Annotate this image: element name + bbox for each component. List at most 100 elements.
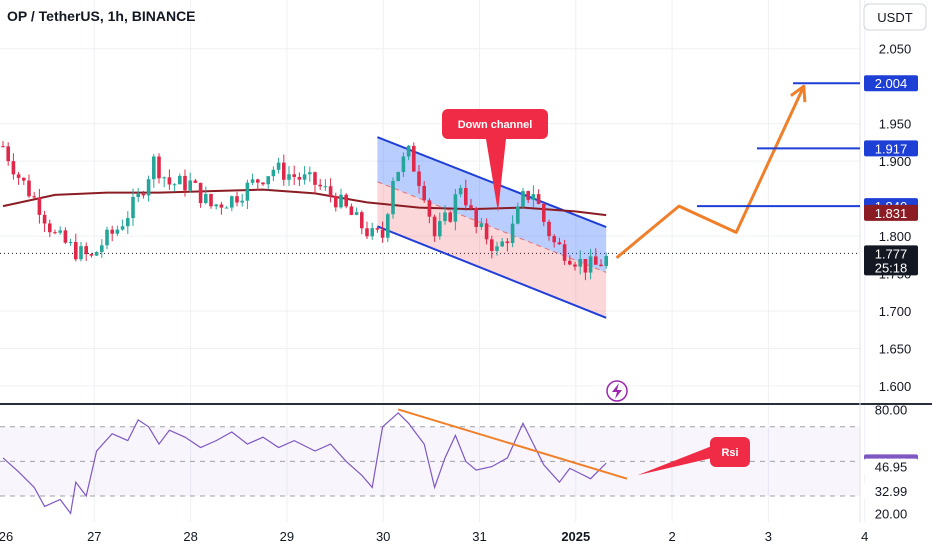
price-tick-label: 2.050 xyxy=(879,42,912,57)
down-channel-label: Down channel xyxy=(458,119,533,131)
symbol-title: OP / TetherUS, 1h, BINANCE xyxy=(7,8,196,24)
candle-body xyxy=(547,221,551,237)
candle-body xyxy=(474,207,478,227)
chart-grid xyxy=(0,0,932,522)
candle-body xyxy=(48,223,52,233)
candle-body xyxy=(63,230,68,243)
candle-body xyxy=(370,228,374,237)
candle-body xyxy=(599,264,603,267)
lightning-icon[interactable] xyxy=(606,380,628,402)
candle-body xyxy=(287,174,291,180)
candle-body xyxy=(178,175,182,185)
projection-arrowhead xyxy=(790,84,807,103)
currency-button[interactable]: USDT xyxy=(863,3,927,31)
candle-body xyxy=(365,228,369,237)
candle-body xyxy=(386,214,390,238)
candle-body xyxy=(6,146,10,162)
level-badge-label: 2.004 xyxy=(875,76,908,91)
candle-body xyxy=(162,177,166,179)
candle-body xyxy=(16,174,21,178)
candle-body xyxy=(167,177,172,185)
candle-body xyxy=(500,241,504,247)
candle-body xyxy=(79,246,83,260)
candle-body xyxy=(146,179,151,196)
rsi-badge: 46.95 xyxy=(864,458,918,475)
rsi-label: Rsi xyxy=(721,447,738,459)
candle-body xyxy=(521,191,525,207)
price-tick-label: 1.650 xyxy=(879,342,912,357)
level-badge-bg xyxy=(864,204,918,221)
candle-body xyxy=(58,230,62,233)
channel-lower-line xyxy=(377,225,607,319)
candle-body xyxy=(22,177,26,181)
candle-body xyxy=(240,200,244,203)
candle-body xyxy=(68,242,73,244)
candle-body xyxy=(214,204,218,207)
candle-body xyxy=(84,246,88,255)
candle-body xyxy=(578,259,582,267)
level-badge: 2.004 xyxy=(864,75,918,92)
candle-body xyxy=(250,179,255,183)
countdown-label: 25:18 xyxy=(875,260,908,275)
candle-body xyxy=(349,206,354,215)
time-axis[interactable]: 26 27 28 29 30 31 2025 2 3 4 xyxy=(0,529,868,544)
lightning-icon-bolt xyxy=(612,383,622,399)
level-badge: 1.831 xyxy=(864,204,918,221)
candle-body xyxy=(37,197,42,215)
candle-body xyxy=(422,185,426,201)
candle-body xyxy=(141,193,146,196)
time-tick-label: 2 xyxy=(668,529,675,544)
candle-body xyxy=(188,180,192,191)
candle-body xyxy=(266,176,270,185)
candle-body xyxy=(360,212,364,229)
candle-body xyxy=(552,236,556,243)
rsi-tick-label: 80.00 xyxy=(875,402,908,417)
price-axis[interactable]: 2.0501.9501.9001.8001.7001.6501.6001.750… xyxy=(697,42,918,522)
candle-body xyxy=(110,229,114,234)
candle-body xyxy=(438,221,442,237)
candle-body xyxy=(531,194,536,200)
candle-body xyxy=(53,232,57,234)
candle-body xyxy=(495,246,499,251)
currency-label: USDT xyxy=(877,10,912,25)
candle-body xyxy=(568,260,572,265)
candle-body xyxy=(406,145,411,157)
rsi-tick-label: 20.00 xyxy=(875,506,908,521)
candle-body xyxy=(594,256,598,265)
price-tick-label: 1.600 xyxy=(879,379,912,394)
candle-body xyxy=(516,206,520,224)
candle-body xyxy=(401,156,406,172)
candle-body xyxy=(152,156,156,180)
rsi-trendline xyxy=(397,408,628,480)
candle-body xyxy=(412,145,416,172)
candle-body xyxy=(432,216,437,237)
time-tick-label: 4 xyxy=(861,529,868,544)
candle-body xyxy=(94,252,99,256)
candle-body xyxy=(245,182,250,201)
candle-body xyxy=(172,184,177,186)
candle-body xyxy=(334,195,338,208)
price-tick-label: 1.800 xyxy=(879,229,912,244)
candle-body xyxy=(198,182,203,204)
candle-body xyxy=(354,212,359,215)
candle-body xyxy=(282,162,286,180)
down-channel-bubble xyxy=(442,109,548,139)
projection-arrow xyxy=(615,84,807,259)
level-badge-label: 1.831 xyxy=(875,206,908,221)
candle-body xyxy=(297,176,302,180)
price-tick-label: 1.900 xyxy=(879,154,912,169)
level-badge-bg xyxy=(864,75,918,92)
time-tick-label: 30 xyxy=(376,529,390,544)
candle-body xyxy=(89,254,94,256)
candle-body xyxy=(136,193,140,197)
candle-body xyxy=(42,214,47,224)
candle-body xyxy=(131,196,135,219)
candle-body xyxy=(490,239,494,251)
last-price-label: 1.777 xyxy=(875,246,908,261)
rsi-line xyxy=(2,412,607,515)
candle-body xyxy=(120,226,125,230)
candle-body xyxy=(261,182,265,185)
candle-body xyxy=(380,229,385,238)
